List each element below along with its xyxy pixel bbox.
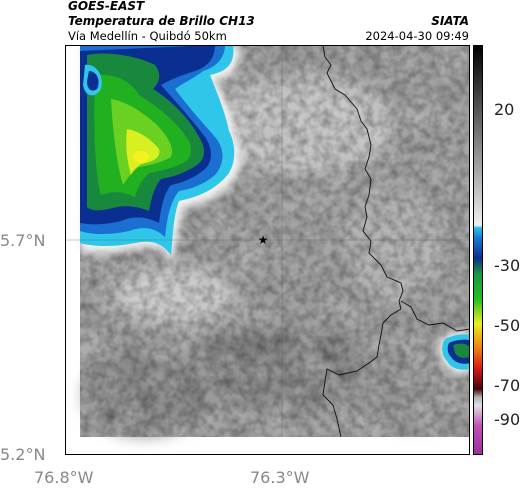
colorbar-tick: 20 xyxy=(494,100,515,119)
lon-tick: 76.3°W xyxy=(250,468,310,487)
lat-tick: 5.7°N xyxy=(0,231,46,250)
satellite-title: GOES-EAST xyxy=(68,0,145,13)
timestamp-label: 2024-04-30 09:49 xyxy=(365,29,469,43)
lon-tick: 76.8°W xyxy=(34,468,94,487)
product-title: Temperatura de Brillo CH13 xyxy=(68,14,255,28)
lat-tick: 5.2°N xyxy=(0,445,46,464)
route-subtitle: Vía Medellín - Quibdó 50km xyxy=(68,29,227,43)
cold-cloud-main xyxy=(80,45,242,263)
source-label: SIATA xyxy=(431,14,469,28)
cold-cloud-right xyxy=(438,331,470,375)
colorbar xyxy=(473,45,483,455)
colorbar-tick: -90 xyxy=(494,410,521,429)
colorbar-tick: -30 xyxy=(494,256,521,275)
satellite-map[interactable]: ★ xyxy=(65,45,470,455)
colorbar-tick: -50 xyxy=(494,316,521,335)
colorbar-tick: -70 xyxy=(494,376,521,395)
star-icon: ★ xyxy=(258,233,269,247)
boundary-line xyxy=(322,45,404,438)
